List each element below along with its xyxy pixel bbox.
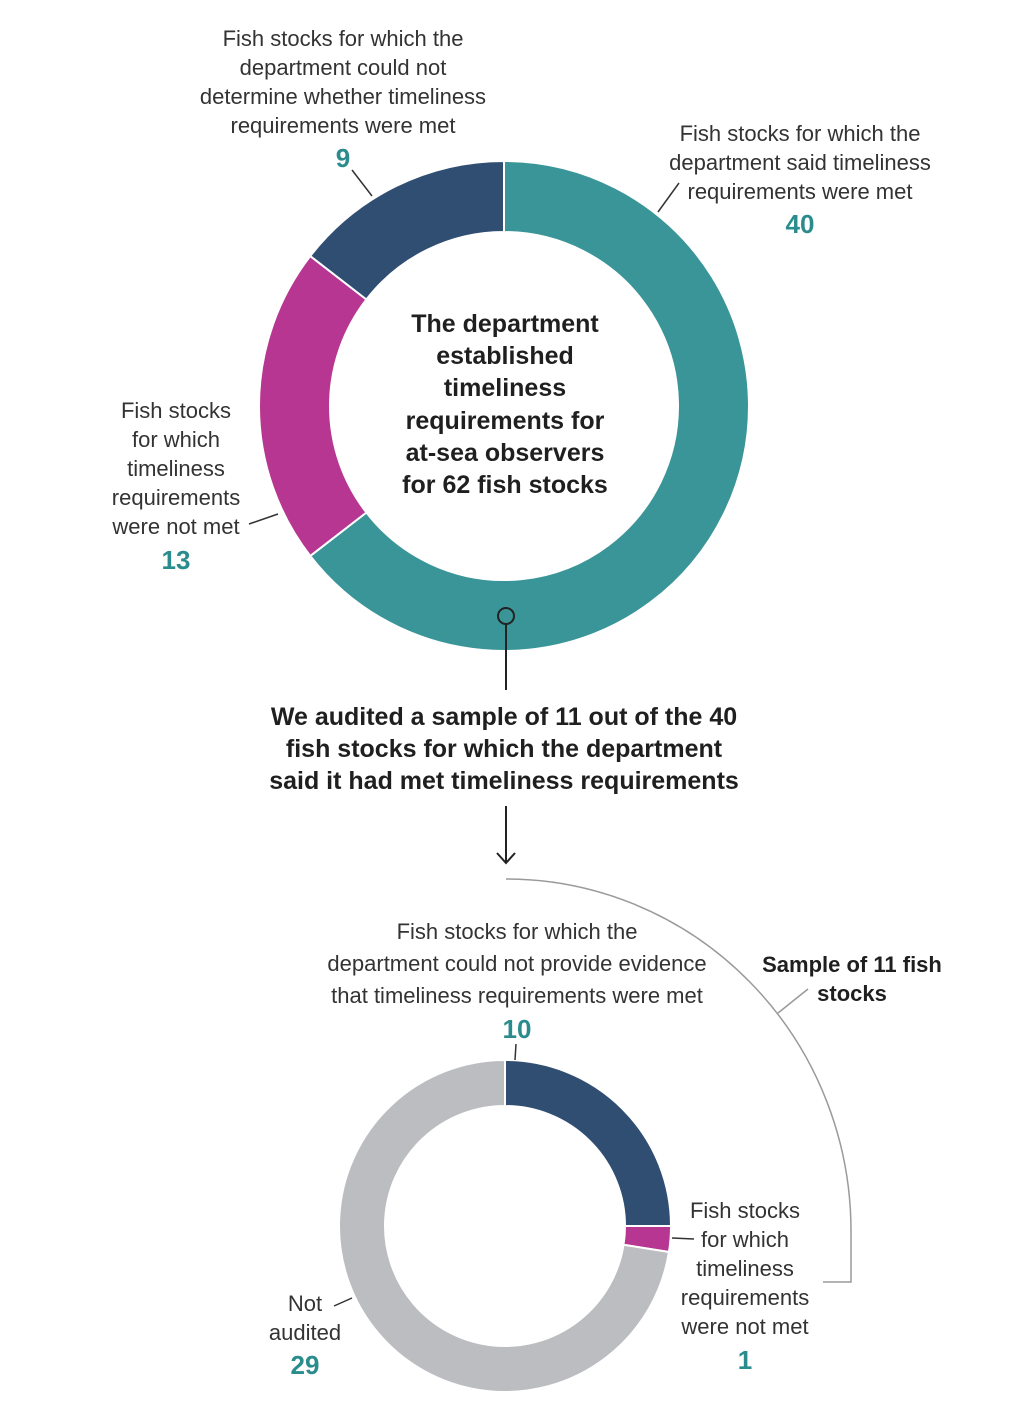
center-text-line: for 62 fish stocks — [402, 471, 608, 499]
donut-top-center-text: The department established timeliness re… — [402, 310, 608, 499]
value-label: 29 — [291, 1350, 320, 1380]
label-could-not-determine: Fish stocks for which the department cou… — [200, 26, 486, 197]
value-label: 40 — [786, 209, 815, 239]
donut-chart-fish-stocks-62 — [258, 159, 750, 652]
connector-text-line: said it had met timeliness requirements — [269, 767, 739, 795]
label-line: Fish stocks for which the — [397, 919, 638, 944]
connector-text-line: We audited a sample of 11 out of the 40 — [271, 703, 737, 731]
center-text-line: timeliness — [444, 374, 566, 402]
label-line: Fish stocks for which the — [680, 121, 921, 146]
slice-not-met — [258, 254, 368, 558]
label-line: requirements were met — [688, 179, 913, 204]
down-arrow — [496, 806, 516, 865]
center-text-line: The department — [411, 310, 599, 338]
label-line: requirements were met — [231, 113, 456, 138]
label-line: Not — [288, 1291, 322, 1316]
donut-chart-audit-sample — [338, 1058, 673, 1393]
label-not-audited: Not audited 29 — [269, 1291, 353, 1380]
slice-not-audited — [338, 1058, 671, 1393]
label-line: for which — [701, 1227, 789, 1252]
center-text-line: requirements for — [406, 407, 605, 435]
connector-text: We audited a sample of 11 out of the 40 … — [269, 703, 739, 795]
center-text-line: established — [436, 342, 574, 370]
value-label: 1 — [738, 1345, 752, 1375]
value-label: 10 — [503, 1014, 532, 1044]
sample-bracket-label: Sample of 11 fish stocks — [762, 952, 942, 1014]
sample-bracket — [505, 878, 852, 1283]
bracket-label-line: stocks — [817, 981, 887, 1006]
center-text-line: at-sea observers — [406, 439, 605, 467]
label-line: department could not — [240, 55, 447, 80]
label-line: Fish stocks — [690, 1198, 800, 1223]
label-line: for which — [132, 427, 220, 452]
leader-line — [333, 1297, 353, 1307]
label-line: timeliness — [696, 1256, 794, 1281]
label-line: that timeliness requirements were met — [331, 983, 703, 1008]
label-line: were not met — [111, 514, 239, 539]
label-line: determine whether timeliness — [200, 84, 486, 109]
label-line: department could not provide evidence — [327, 951, 706, 976]
leader-line — [671, 1237, 695, 1240]
label-line: audited — [269, 1320, 341, 1345]
label-said-met: Fish stocks for which the department sai… — [657, 121, 931, 239]
leader-line — [351, 169, 373, 197]
slice-could-not-determine — [308, 159, 505, 301]
bracket-label-line: Sample of 11 fish — [762, 952, 942, 977]
leader-line — [657, 182, 680, 213]
leader-line — [514, 1043, 517, 1061]
connector-text-line: fish stocks for which the department — [286, 735, 723, 763]
label-line: department said timeliness — [669, 150, 931, 175]
label-line: were not met — [680, 1314, 808, 1339]
arrow-head-icon — [496, 852, 516, 865]
label-line: timeliness — [127, 456, 225, 481]
label-line: Fish stocks — [121, 398, 231, 423]
label-line: requirements — [681, 1285, 809, 1310]
label-line: requirements — [112, 485, 240, 510]
value-label: 9 — [336, 143, 350, 173]
label-no-evidence: Fish stocks for which the department cou… — [327, 919, 707, 1061]
label-sample-not-met: Fish stocks for which timeliness require… — [671, 1198, 809, 1375]
value-label: 13 — [162, 545, 191, 575]
label-not-met: Fish stocks for which timeliness require… — [111, 398, 279, 575]
label-line: Fish stocks for which the — [223, 26, 464, 51]
sample-connector — [497, 607, 515, 690]
slice-said-met — [308, 159, 750, 652]
leader-line — [248, 513, 279, 525]
leader-line — [777, 988, 809, 1014]
slice-no-evidence — [504, 1058, 673, 1227]
